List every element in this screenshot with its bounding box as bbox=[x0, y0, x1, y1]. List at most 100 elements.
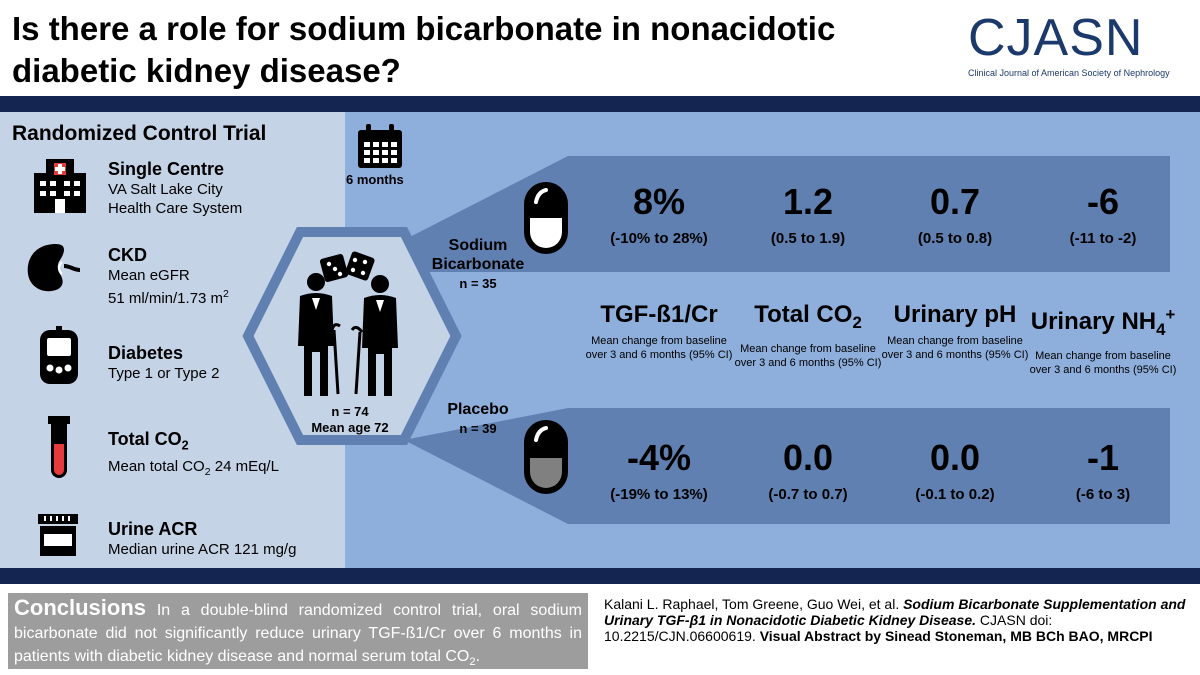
co2-line-sub: 2 bbox=[204, 465, 211, 478]
placebo-result-ph: 0.0 (-0.1 to 0.2) bbox=[880, 437, 1030, 504]
page-title: Is there a role for sodium bicarbonate i… bbox=[12, 8, 912, 92]
logo-subtitle: Clinical Journal of American Society of … bbox=[968, 68, 1170, 78]
egfr-value: 51 ml/min/1.73 m bbox=[108, 290, 224, 307]
info-line: Mean total CO2 24 mEq/L bbox=[108, 457, 279, 482]
result-ci: (-0.7 to 0.7) bbox=[768, 486, 848, 503]
info-head: Diabetes bbox=[108, 343, 184, 363]
result-ci: (0.5 to 0.8) bbox=[917, 230, 993, 247]
metric-urinary-nh4: Urinary NH4+ Mean change from baseline o… bbox=[1028, 300, 1178, 377]
info-line: Health Care System bbox=[108, 200, 243, 217]
result-ci: (-6 to 3) bbox=[1075, 486, 1131, 503]
metric-desc: Mean change from baseline over 3 and 6 m… bbox=[1029, 349, 1177, 376]
arm-placebo-label: Placebo n = 39 bbox=[416, 400, 540, 438]
rct-heading: Randomized Control Trial bbox=[12, 122, 267, 145]
elderly-people-icon bbox=[298, 273, 398, 396]
kidney-icon bbox=[27, 244, 81, 292]
citation-authors: Kalani L. Raphael, Tom Greene, Guo Wei, … bbox=[604, 596, 904, 612]
cjasn-logo[interactable]: CJASN Clinical Journal of American Socie… bbox=[968, 10, 1188, 78]
metric-urinary-ph: Urinary pH Mean change from baseline ove… bbox=[880, 300, 1030, 362]
arm1-line-1: Sodium bbox=[448, 237, 508, 254]
citation-doi[interactable]: CJASN doi: 10.2215/CJN.06600619. bbox=[604, 612, 1053, 644]
co2-head-sub: 2 bbox=[181, 438, 189, 453]
info-line: VA Salt Lake City bbox=[108, 181, 223, 198]
arm2-line-1: Placebo bbox=[447, 401, 509, 418]
title-line-1: Is there a role for sodium bicarbonate i… bbox=[12, 10, 836, 47]
bicarb-result-tgf: 8% (-10% to 28%) bbox=[584, 181, 734, 248]
info-total-co2: Total CO2 Mean total CO2 24 mEq/L bbox=[108, 428, 279, 482]
conclusions-end: . bbox=[475, 648, 481, 665]
metric-name: Urinary pH bbox=[893, 301, 1017, 328]
info-line: Mean eGFR bbox=[108, 267, 190, 284]
metric-total-co2: Total CO2 Mean change from baseline over… bbox=[733, 300, 883, 370]
result-value: 8% bbox=[632, 181, 686, 222]
co2-line-a: Mean total CO bbox=[108, 457, 205, 475]
metric-desc: Mean change from baseline over 3 and 6 m… bbox=[585, 335, 733, 361]
cohort-age: Mean age 72 bbox=[311, 420, 389, 435]
test-tube-icon bbox=[48, 416, 70, 478]
info-line: 51 ml/min/1.73 m2 bbox=[108, 285, 229, 308]
arm2-n: n = 39 bbox=[459, 421, 497, 436]
placebo-result-co2: 0.0 (-0.7 to 0.7) bbox=[733, 438, 883, 504]
co2-head: Total CO bbox=[108, 429, 182, 449]
calendar-icon bbox=[358, 124, 402, 168]
egfr-unit-sup: 2 bbox=[223, 288, 229, 300]
info-urine-acr: Urine ACR Median urine ACR 121 mg/g bbox=[108, 518, 296, 559]
metric-name-sub: 2 bbox=[852, 312, 862, 332]
metric-name-sup: + bbox=[1165, 305, 1176, 324]
metric-desc: Mean change from baseline over 3 and 6 m… bbox=[881, 335, 1029, 361]
result-ci: (-19% to 13%) bbox=[610, 486, 708, 503]
info-head: CKD bbox=[108, 245, 147, 265]
metric-name-sub: 4 bbox=[1156, 319, 1166, 339]
conclusions-box: Conclusions In a double-blind randomized… bbox=[8, 593, 588, 669]
result-value: 0.7 bbox=[929, 181, 981, 222]
placebo-band-shape bbox=[404, 408, 1170, 524]
trial-duration: 6 months bbox=[346, 172, 404, 187]
info-single-centre: Single Centre VA Salt Lake City Health C… bbox=[108, 158, 242, 218]
info-head: Urine ACR bbox=[108, 519, 198, 539]
dice-icon bbox=[320, 251, 375, 283]
cohort-n: n = 74 bbox=[331, 404, 369, 419]
metric-name-text: Urinary NH bbox=[1030, 308, 1157, 335]
metric-name: Urinary NH4+ bbox=[1028, 300, 1178, 345]
hospital-icon bbox=[34, 159, 86, 213]
conclusions-sub: 2 bbox=[469, 656, 476, 669]
bicarb-result-nh4: -6 (-11 to -2) bbox=[1028, 181, 1178, 248]
info-line: Median urine ACR 121 mg/g bbox=[108, 541, 297, 558]
result-ci: (-11 to -2) bbox=[1069, 230, 1137, 247]
pill-grey-icon bbox=[524, 420, 568, 494]
info-head: Single Centre bbox=[108, 159, 225, 179]
placebo-result-nh4: -1 (-6 to 3) bbox=[1028, 437, 1178, 504]
metric-name-text: Total CO bbox=[754, 301, 853, 328]
result-ci: (-10% to 28%) bbox=[610, 230, 708, 247]
result-value: 1.2 bbox=[782, 181, 834, 222]
info-ckd: CKD Mean eGFR 51 ml/min/1.73 m2 bbox=[108, 244, 229, 308]
info-head: Total CO2 bbox=[108, 428, 279, 457]
metric-name: TGF-ß1/Cr bbox=[600, 301, 718, 328]
bicarb-result-co2: 1.2 (0.5 to 1.9) bbox=[733, 181, 883, 248]
arm1-n: n = 35 bbox=[459, 276, 497, 291]
info-line: Type 1 or Type 2 bbox=[108, 365, 220, 382]
result-value: -1 bbox=[1086, 437, 1119, 478]
bottom-divider-bar bbox=[0, 568, 1200, 584]
title-line-2: diabetic kidney disease? bbox=[12, 52, 401, 89]
citation: Kalani L. Raphael, Tom Greene, Guo Wei, … bbox=[604, 596, 1194, 644]
conclusions-text: In a double-blind randomized control tri… bbox=[14, 602, 582, 665]
bicarbonate-band bbox=[404, 156, 1170, 272]
placebo-result-tgf: -4% (-19% to 13%) bbox=[584, 437, 734, 504]
info-diabetes: Diabetes Type 1 or Type 2 bbox=[108, 342, 219, 383]
pill-white-icon bbox=[524, 182, 568, 254]
conclusions-heading: Conclusions bbox=[14, 595, 147, 620]
result-value: -6 bbox=[1086, 181, 1119, 222]
metric-tgf: TGF-ß1/Cr Mean change from baseline over… bbox=[584, 300, 734, 362]
result-value: 0.0 bbox=[929, 437, 981, 478]
cohort-hexagon bbox=[242, 227, 462, 445]
arm-bicarbonate-label: Sodium Bicarbonate n = 35 bbox=[416, 236, 540, 293]
result-value: -4% bbox=[626, 437, 692, 478]
metric-desc: Mean change from baseline over 3 and 6 m… bbox=[734, 342, 882, 369]
result-ci: (0.5 to 1.9) bbox=[770, 230, 846, 247]
citation-credit: Visual Abstract by Sinead Stoneman, MB B… bbox=[759, 628, 1153, 644]
glucometer-icon bbox=[40, 326, 78, 384]
cohort-summary: n = 74 Mean age 72 bbox=[300, 404, 400, 436]
result-ci: (-0.1 to 0.2) bbox=[915, 486, 995, 503]
